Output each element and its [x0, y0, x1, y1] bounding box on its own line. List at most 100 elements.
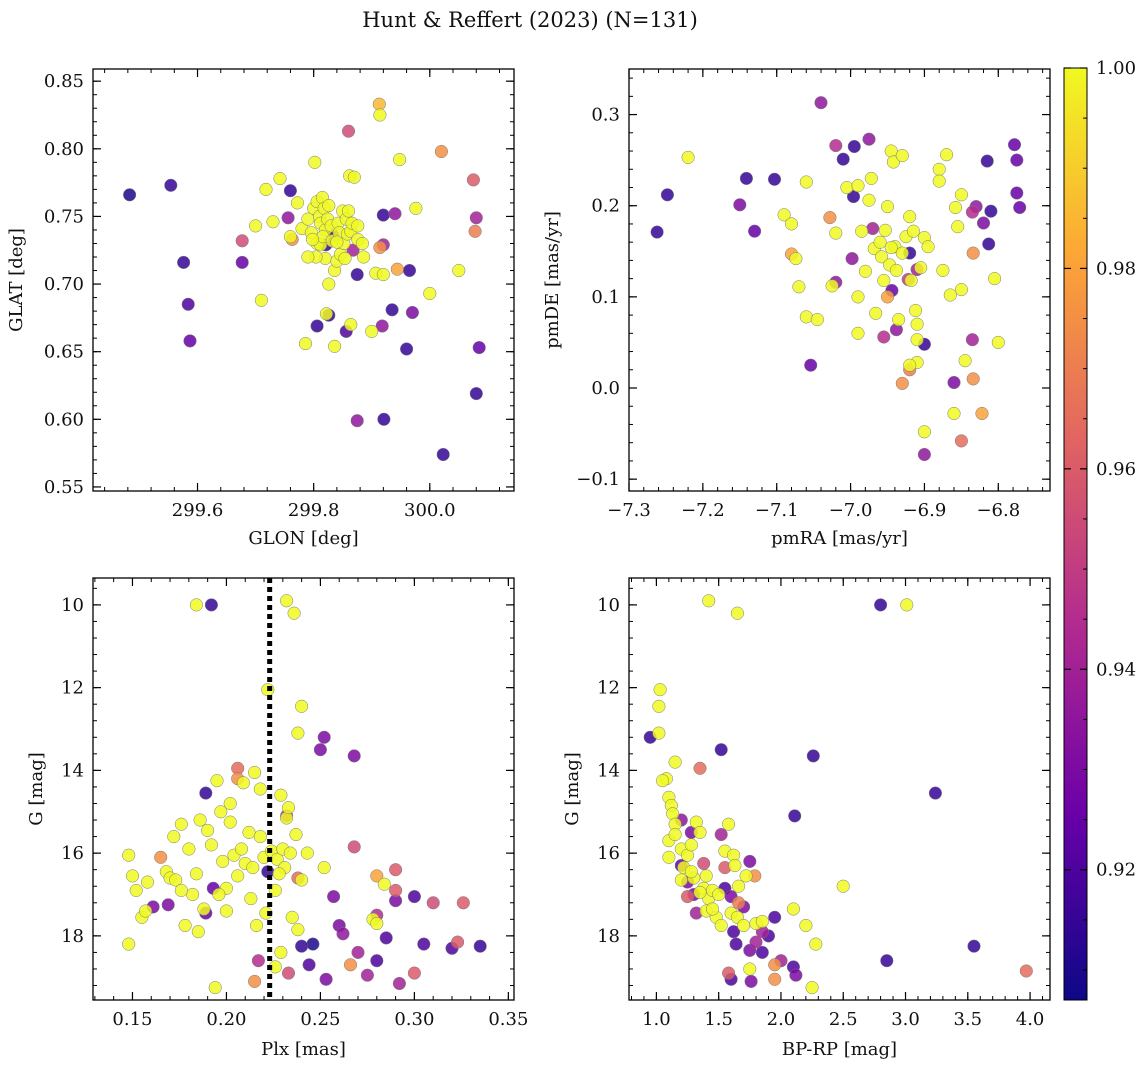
scatter-point — [365, 324, 379, 338]
scatter-point — [336, 927, 350, 941]
x-axis-label: Plx [mas] — [261, 1039, 346, 1060]
y-tick-label: 12 — [61, 678, 84, 699]
scatter-point — [858, 264, 872, 278]
axes-frame — [628, 68, 1051, 492]
scatter-point — [417, 937, 431, 951]
y-tick-label: 0.0 — [591, 378, 620, 399]
scatter-point — [936, 263, 950, 277]
scatter-point — [451, 935, 465, 949]
scatter-point — [338, 251, 352, 265]
scatter-point — [219, 904, 233, 918]
scatter-point — [469, 211, 483, 225]
scatter-point — [347, 840, 361, 854]
scatter-point — [298, 337, 313, 351]
scatter-point — [991, 335, 1005, 349]
scatter-point — [727, 925, 741, 939]
scatter-point — [231, 869, 245, 883]
scatter-point — [436, 447, 450, 462]
scatter-point — [376, 268, 390, 282]
scatter-point — [434, 144, 448, 159]
scatter-point — [712, 887, 726, 902]
x-tick-label: 299.8 — [288, 500, 340, 521]
scatter-point — [409, 201, 423, 215]
scatter-point — [405, 305, 419, 320]
scatter-point — [851, 179, 865, 193]
scatter-point — [204, 838, 218, 852]
scatter-point — [301, 250, 315, 264]
scatter-point — [943, 288, 957, 302]
scatter-point — [319, 307, 333, 321]
figure-title: Hunt & Reffert (2023) (N=131) — [362, 8, 698, 32]
scatter-point — [982, 237, 996, 251]
scatter-point — [350, 268, 364, 282]
scatter-point — [389, 883, 403, 897]
y-axis-label: GLAT [deg] — [6, 228, 27, 332]
scatter-point — [468, 224, 482, 238]
x-tick-label: 2.0 — [767, 1009, 796, 1030]
scatter-point — [914, 261, 928, 275]
y-tick-label: 12 — [597, 678, 620, 699]
scatter-point — [806, 749, 820, 763]
scatter-point — [273, 172, 287, 186]
y-tick-label: 16 — [61, 843, 84, 864]
colorbar: 0.92 0.94 0.96 0.98 1.00 — [1063, 58, 1136, 1001]
axes-frame — [628, 577, 1051, 1001]
scatter-point — [423, 286, 437, 301]
minor-ticks — [93, 578, 514, 1000]
scatter-point — [744, 974, 758, 988]
scatter-point — [864, 171, 878, 185]
scatter-point — [248, 974, 262, 988]
y-tick-label: 18 — [597, 926, 620, 947]
scatter-point — [880, 290, 895, 304]
scatter-point — [714, 743, 728, 757]
scatter-point — [932, 162, 946, 176]
scatter-point — [903, 358, 917, 372]
panel-plx-g: 0.15 0.20 0.25 0.30 0.35 10 12 14 16 18 Plx [mas] G… — [26, 577, 528, 1060]
scatter-point — [878, 223, 892, 237]
scatter-point — [788, 809, 802, 823]
scatter-point — [880, 200, 895, 214]
scatter-point — [178, 918, 192, 933]
scatter-point — [330, 235, 344, 249]
scatter-points — [123, 97, 486, 462]
y-axis-label: pmDE [mas/yr] — [542, 211, 563, 349]
scatter-point — [393, 153, 407, 167]
scatter-point — [373, 240, 387, 255]
scatter-point — [966, 246, 980, 260]
scatter-point — [954, 434, 968, 448]
scatter-point — [407, 890, 421, 904]
scatter-point — [743, 962, 757, 976]
scatter-point — [668, 827, 682, 842]
scatter-point — [921, 240, 935, 254]
scatter-point — [295, 873, 309, 887]
x-tick-label: 299.6 — [172, 500, 224, 521]
scatter-point — [125, 869, 140, 883]
scatter-point — [767, 172, 782, 186]
y-tick-label: 0.2 — [591, 196, 620, 217]
x-tick-label: 0.20 — [206, 1009, 246, 1030]
scatter-point — [674, 873, 688, 887]
scatter-point — [283, 846, 297, 860]
scatter-point — [845, 252, 859, 266]
scatter-point — [322, 199, 336, 213]
scatter-point — [322, 277, 336, 291]
scatter-point — [681, 150, 695, 164]
y-tick-label: 0.60 — [44, 409, 84, 430]
x-tick-label: 0.15 — [112, 1009, 152, 1030]
x-tick-label: 0.30 — [394, 1009, 434, 1030]
colorbar-tick-label: 0.96 — [1096, 459, 1136, 480]
scatter-point — [823, 211, 837, 225]
x-tick-label: 300.0 — [404, 500, 456, 521]
scatter-point — [154, 850, 168, 864]
scatter-point — [305, 232, 320, 246]
colorbar-tick-label: 1.00 — [1096, 58, 1136, 79]
y-tick-label: 0.55 — [44, 477, 84, 498]
scatter-point — [317, 861, 331, 875]
scatter-point — [223, 815, 237, 829]
scatter-point — [466, 173, 480, 187]
y-tick-label: 10 — [61, 595, 84, 616]
scatter-point — [877, 330, 891, 344]
y-tick-label: 0.85 — [44, 71, 84, 92]
scatter-point — [291, 923, 305, 937]
scatter-point — [377, 877, 391, 891]
